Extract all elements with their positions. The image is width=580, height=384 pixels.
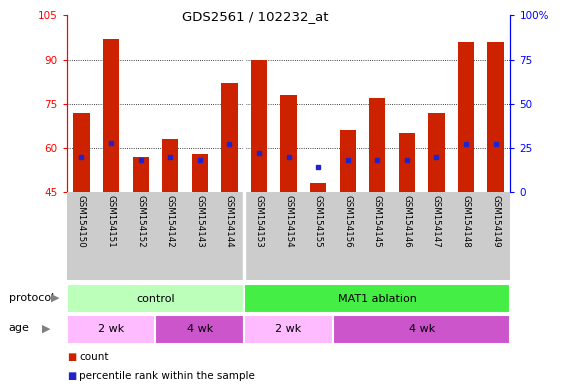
Text: GSM154144: GSM154144 (225, 195, 234, 247)
Text: protocol: protocol (9, 293, 54, 303)
Bar (244, 284, 510, 313)
Text: ■: ■ (67, 352, 76, 362)
Text: GSM154151: GSM154151 (107, 195, 115, 247)
Text: 4 wk: 4 wk (187, 324, 213, 334)
Bar (244, 315, 333, 344)
Text: GSM154143: GSM154143 (195, 195, 204, 247)
Text: GSM154148: GSM154148 (462, 195, 470, 247)
Bar (428, 113, 445, 192)
Text: GSM154142: GSM154142 (166, 195, 175, 247)
Text: GSM154152: GSM154152 (136, 195, 145, 247)
Text: GSM154153: GSM154153 (255, 195, 263, 247)
Bar (310, 183, 327, 192)
Text: ▶: ▶ (42, 323, 50, 333)
Bar (221, 83, 238, 192)
Bar (339, 130, 356, 192)
Bar (132, 157, 149, 192)
Text: GSM154155: GSM154155 (314, 195, 322, 247)
Text: ■: ■ (67, 371, 76, 381)
Bar (458, 42, 474, 192)
Text: GDS2561 / 102232_at: GDS2561 / 102232_at (182, 10, 328, 23)
Bar (67, 315, 155, 344)
Text: GSM154146: GSM154146 (403, 195, 411, 247)
Bar (333, 315, 510, 344)
Bar (369, 98, 386, 192)
Text: count: count (79, 352, 109, 362)
Bar (73, 113, 90, 192)
Text: 2 wk: 2 wk (276, 324, 302, 334)
Text: age: age (9, 323, 30, 333)
Text: 2 wk: 2 wk (98, 324, 124, 334)
Text: GSM154150: GSM154150 (77, 195, 86, 247)
Text: GSM154145: GSM154145 (373, 195, 382, 247)
Bar (251, 60, 267, 192)
Text: ▶: ▶ (51, 293, 60, 303)
Bar (67, 284, 244, 313)
Bar (191, 154, 208, 192)
Text: percentile rank within the sample: percentile rank within the sample (79, 371, 255, 381)
Bar (398, 133, 415, 192)
Text: GSM154154: GSM154154 (284, 195, 293, 247)
Bar (280, 95, 297, 192)
Text: 4 wk: 4 wk (408, 324, 435, 334)
Text: GSM154149: GSM154149 (491, 195, 500, 247)
Bar (103, 39, 119, 192)
Text: GSM154147: GSM154147 (432, 195, 441, 247)
Text: MAT1 ablation: MAT1 ablation (338, 293, 416, 304)
Text: control: control (136, 293, 175, 304)
Bar (162, 139, 179, 192)
Bar (155, 315, 244, 344)
Text: GSM154156: GSM154156 (343, 195, 352, 247)
Bar (487, 42, 504, 192)
